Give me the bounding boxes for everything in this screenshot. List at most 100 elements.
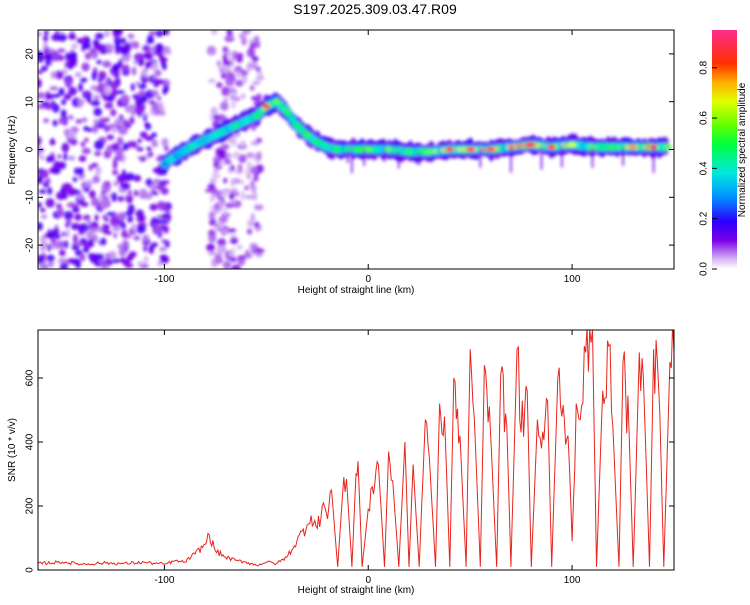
spectrogram-y-label: Frequency (Hz) xyxy=(7,116,18,185)
spectrogram-y-tick-label: -10 xyxy=(25,190,36,205)
spectrogram-noise-blob xyxy=(140,95,148,103)
spectrogram-noise-blob xyxy=(153,106,161,115)
spectrogram-noise-blob xyxy=(122,143,129,148)
spectrogram-noise-blob xyxy=(90,197,100,207)
spectrogram-noise-blob xyxy=(240,93,246,99)
spectrogram-noise-blob xyxy=(104,102,114,109)
spectrogram-noise-blob xyxy=(220,143,230,150)
spectrogram-noise-blob xyxy=(207,251,217,256)
spectrogram-noise-blob xyxy=(43,118,50,123)
spectrogram-noise-blob xyxy=(211,172,221,180)
spectrogram-streak xyxy=(591,147,594,168)
spectrogram-streak xyxy=(346,149,349,163)
spectrogram-noise-blob xyxy=(109,216,120,227)
spectrogram-noise-blob xyxy=(83,125,90,132)
spectrogram-noise-blob xyxy=(150,102,155,113)
spectrogram-ridge-point xyxy=(364,147,373,152)
spectrogram-noise-blob xyxy=(82,246,90,253)
spectrogram-noise-blob xyxy=(96,59,102,65)
spectrogram-noise-blob xyxy=(75,259,82,269)
spectrogram-noise-blob xyxy=(63,210,74,221)
spectrogram-noise-blob xyxy=(158,219,168,225)
spectrogram-noise-blob xyxy=(230,177,235,188)
spectrogram-streak xyxy=(418,151,421,166)
spectrogram-noise-blob xyxy=(207,78,216,84)
spectrogram-noise-blob xyxy=(38,54,45,63)
spectrogram-noise-blob xyxy=(102,95,109,100)
snr-plot-area xyxy=(38,330,674,570)
spectrogram-noise-blob xyxy=(159,55,165,62)
snr-x-label: Height of straight line (km) xyxy=(298,585,415,596)
spectrogram-noise-blob xyxy=(133,235,141,241)
spectrogram-noise-blob xyxy=(131,41,140,50)
spectrogram-noise-blob xyxy=(133,174,142,182)
spectrogram-ridge-point xyxy=(629,144,638,150)
spectrogram-ridge-point xyxy=(466,147,475,152)
spectrogram-noise-blob xyxy=(50,71,57,79)
spectrogram-noise-blob xyxy=(221,73,227,79)
spectrogram-noise-blob xyxy=(48,156,56,162)
spectrogram-noise-blob xyxy=(120,47,130,56)
spectrogram-noise-blob xyxy=(109,80,120,90)
spectrogram-noise-blob xyxy=(74,213,82,221)
spectrogram-noise-blob xyxy=(46,254,55,263)
spectrogram-noise-blob xyxy=(257,70,264,79)
spectrogram-noise-blob xyxy=(50,137,55,146)
spectrogram-noise-blob xyxy=(105,43,115,52)
spectrogram-noise-blob xyxy=(127,33,135,39)
spectrogram-noise-blob xyxy=(216,252,222,263)
spectrogram-streak xyxy=(397,150,400,169)
spectrogram-noise-blob xyxy=(39,246,46,252)
spectrogram-noise-blob xyxy=(45,198,55,208)
spectrogram-ridge-point xyxy=(231,123,240,129)
spectrogram-noise-blob xyxy=(43,30,49,36)
spectrogram-noise-blob xyxy=(118,248,127,257)
spectrogram-noise-blob xyxy=(162,88,167,95)
spectrogram-ridge-point xyxy=(292,123,301,129)
spectrogram-noise-blob xyxy=(59,262,69,269)
snr-panel: -100 0 100 0 200 400 600 Height of straight li… xyxy=(7,329,675,596)
spectrogram-noise-blob xyxy=(81,147,91,155)
spectrogram-noise-blob xyxy=(72,189,81,196)
spectrogram-noise-blob xyxy=(142,234,150,242)
spectrogram-noise-blob xyxy=(38,175,44,184)
spectrogram-noise-blob xyxy=(50,244,61,250)
spectrogram-noise-blob xyxy=(71,244,80,251)
spectrogram-noise-blob xyxy=(161,137,169,147)
spectrogram-noise-blob xyxy=(127,140,133,149)
spectrogram-noise-blob xyxy=(94,150,102,157)
snr-axes: -100 0 100 0 200 400 600 xyxy=(25,330,674,586)
spectrogram-noise-blob xyxy=(236,52,244,58)
spectrogram-noise-blob xyxy=(114,118,123,127)
spectrogram-ridge-point xyxy=(568,142,577,148)
spectrogram-noise-blob xyxy=(78,167,84,176)
spectrogram-noise-blob xyxy=(81,117,88,123)
spectrogram-streak xyxy=(363,149,366,166)
spectrogram-noise-blob xyxy=(89,253,99,264)
spectrogram-noise-blob xyxy=(46,230,56,239)
spectrogram-noise-blob xyxy=(54,70,64,80)
spectrogram-ridge-point xyxy=(262,103,271,109)
spectrogram-noise-blob xyxy=(79,237,88,246)
spectrogram-noise-blob xyxy=(121,259,130,266)
spectrogram-noise-blob xyxy=(252,191,258,201)
spectrogram-noise-blob xyxy=(244,30,249,34)
spectrogram-noise-blob xyxy=(109,108,117,117)
spectrogram-noise-blob xyxy=(81,42,92,50)
spectrogram-noise-blob xyxy=(217,202,223,212)
spectrogram-noise-blob xyxy=(209,178,217,184)
spectrogram-noise-blob xyxy=(226,30,232,37)
spectrogram-ridge-point xyxy=(547,144,556,150)
spectrogram-noise-blob xyxy=(131,66,137,76)
spectrogram-noise-blob xyxy=(155,225,161,236)
spectrogram-noise-blob xyxy=(254,248,265,254)
spectrogram-noise-blob xyxy=(56,209,63,217)
spectrogram-noise-blob xyxy=(85,179,94,186)
spectrogram-noise-blob xyxy=(213,166,219,175)
spectrogram-noise-blob xyxy=(128,251,137,258)
spectrogram-noise-blob xyxy=(235,168,240,174)
spectrogram-y-tick-label: 0 xyxy=(25,146,36,152)
spectrogram-noise-blob xyxy=(158,246,167,252)
